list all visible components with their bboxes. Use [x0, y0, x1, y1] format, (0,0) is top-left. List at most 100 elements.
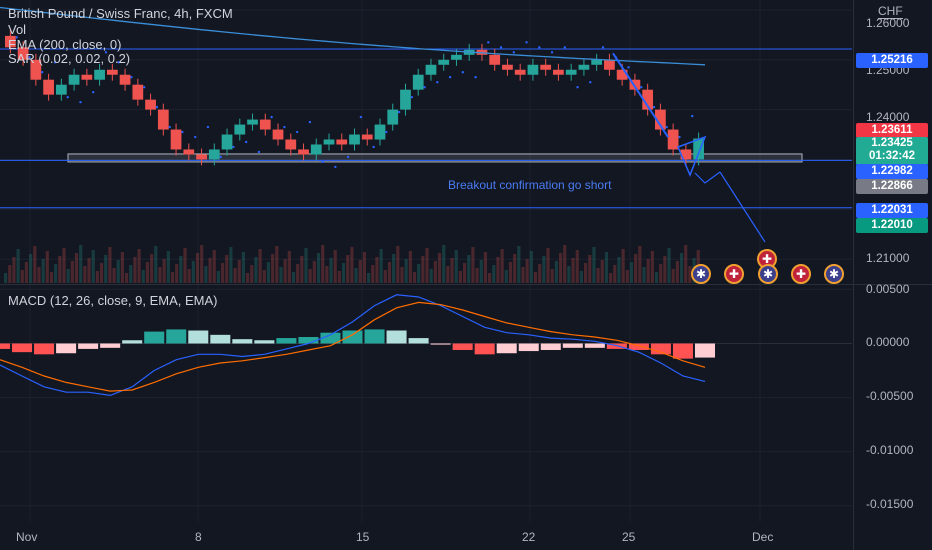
flag-pattern	[676, 135, 707, 177]
macd-histogram-bar	[144, 331, 165, 344]
candle-body	[157, 109, 169, 130]
last-price: 1.23425	[871, 137, 913, 149]
volume-bar	[579, 271, 583, 283]
uk-flag-icon[interactable]: ✱	[824, 264, 844, 284]
volume-bar	[609, 273, 613, 283]
ema-200-line	[0, 6, 706, 66]
price-badge-level-bottom: 1.22031	[856, 203, 928, 218]
macd-histogram-bar	[78, 343, 99, 349]
date-tick: 22	[522, 530, 536, 544]
symbol-title[interactable]: British Pound / Swiss Franc, 4h, FXCM	[8, 6, 233, 21]
sar-legend[interactable]: SAR (0.02, 0.02, 0.2)	[8, 51, 131, 66]
candle-body	[400, 89, 411, 110]
ema-legend[interactable]: EMA (200, close, 0)	[8, 37, 122, 52]
macd-histogram-bar	[320, 332, 341, 344]
candle-body	[527, 64, 539, 75]
uk-flag-icon[interactable]: ✱	[758, 264, 778, 284]
volume-bar	[604, 252, 609, 283]
volume-bar	[341, 263, 346, 283]
price-badge-sar: 1.22866	[856, 179, 928, 194]
candle-body	[183, 149, 195, 155]
volume-bar	[229, 247, 233, 283]
sar-dot	[308, 120, 312, 124]
volume-bar	[137, 249, 141, 283]
candle-body	[43, 79, 54, 95]
candle-body	[17, 47, 29, 60]
candle-body	[591, 59, 603, 65]
sar-dot	[244, 140, 248, 144]
macd-histogram-bar	[496, 343, 517, 354]
macd-histogram-bar	[56, 343, 77, 354]
candle-body	[667, 129, 679, 150]
sar-dot	[512, 51, 516, 54]
candle-body	[565, 69, 577, 75]
volume-bar	[312, 261, 316, 283]
sar-dot	[640, 85, 643, 89]
vol-legend[interactable]: Vol	[8, 22, 27, 37]
candle-body	[298, 149, 309, 155]
volume-bar	[517, 246, 521, 283]
volume-bar	[83, 266, 87, 283]
volume-bar	[304, 248, 308, 283]
date-tick: 15	[356, 530, 370, 544]
pane-separator[interactable]	[0, 284, 932, 285]
currency-label[interactable]: CHF	[878, 4, 903, 19]
sar-dot	[295, 130, 299, 134]
sar-dot	[15, 36, 18, 39]
volume-bar	[467, 255, 471, 283]
candle-body	[285, 139, 297, 150]
volume-bar	[79, 245, 83, 283]
sar-dot	[193, 135, 197, 139]
volume-bar	[521, 267, 525, 283]
volume-bar	[183, 248, 187, 283]
volume-bar	[12, 257, 16, 283]
volume-bar	[550, 269, 554, 283]
price-axis-separator	[853, 0, 854, 550]
volume-bar	[350, 247, 354, 283]
sar-dot	[346, 155, 350, 159]
volume-bar	[208, 258, 212, 283]
trend-line	[612, 52, 669, 138]
projection-arrow	[694, 171, 766, 243]
macd-line	[0, 294, 706, 397]
uk-flag-icon[interactable]: ✱	[691, 264, 711, 284]
volume-bar	[575, 250, 579, 283]
sar-dot	[499, 46, 503, 49]
breakout-annotation[interactable]: Breakout confirmation go short	[448, 178, 612, 192]
volume-bar	[412, 272, 417, 283]
macd-legend[interactable]: MACD (12, 26, close, 9, EMA, EMA)	[8, 293, 218, 308]
macd-histogram-bar	[452, 343, 473, 350]
volume-bar	[308, 269, 312, 283]
sar-dot	[372, 145, 375, 149]
volume-bar	[613, 265, 617, 283]
volume-bar	[408, 251, 412, 283]
candle-body	[81, 74, 93, 80]
volume-bar	[400, 267, 404, 283]
volume-bar	[170, 272, 175, 283]
volume-bar	[279, 267, 283, 283]
macd-histogram-bar	[100, 343, 121, 348]
volume-bar	[483, 252, 488, 283]
volume-bar	[212, 250, 216, 283]
macd-histogram-bar	[12, 343, 33, 353]
macd-histogram-bar	[276, 338, 297, 344]
candle-body	[170, 129, 182, 150]
volume-bar	[679, 253, 684, 283]
volume-bar	[600, 260, 604, 283]
candle-body	[412, 74, 424, 90]
volume-bar	[333, 250, 337, 283]
sar-dot	[678, 135, 681, 139]
volume-bar	[246, 273, 250, 283]
swiss-flag-icon[interactable]: ✚	[724, 264, 744, 284]
candle-body	[604, 59, 615, 70]
price-badge-support: 1.22982	[856, 164, 928, 179]
volume-bar	[120, 252, 125, 283]
macd-histogram-bar	[232, 339, 253, 344]
candle-body	[94, 69, 105, 80]
volume-bar	[596, 268, 600, 283]
swiss-flag-icon[interactable]: ✚	[791, 264, 811, 284]
volume-bar	[446, 266, 450, 283]
volume-bar	[475, 268, 479, 283]
candle-body	[323, 139, 335, 145]
volume-bar	[500, 249, 504, 283]
